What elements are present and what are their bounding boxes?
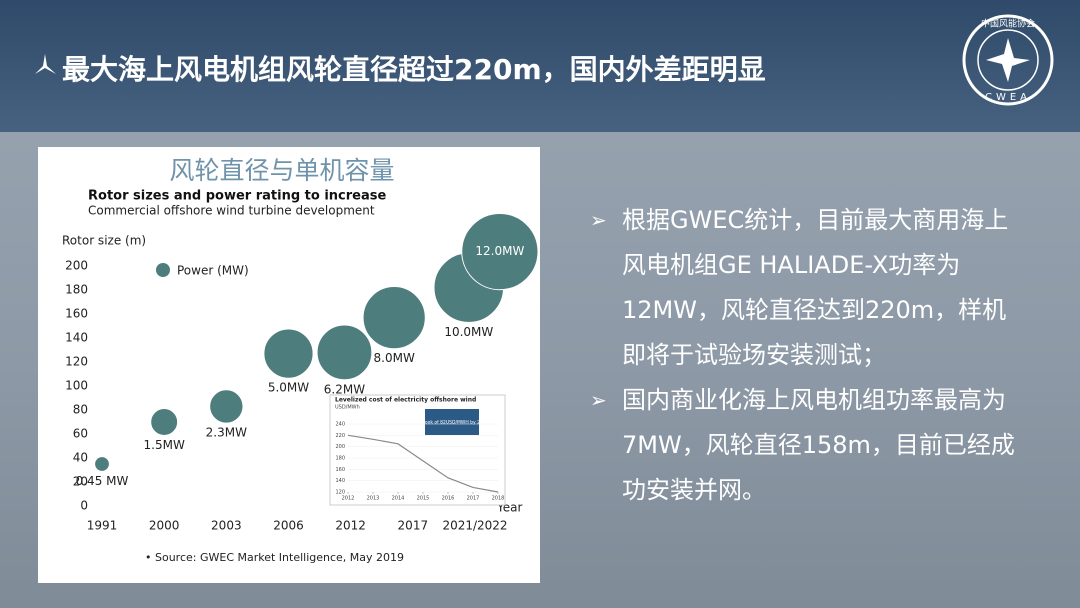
data-label: 2.3MW [206,426,247,440]
bullet: 国内商业化海上风电机组功率最高为7MW，风轮直径158m，目前已经成功安装并网。 [590,378,1025,513]
data-label: 8.0MW [374,351,415,365]
bullet-list: 根据GWEC统计，目前最大商用海上风电机组GE HALIADE-X功率为12MW… [590,198,1025,513]
x-tick-label: 2021/2022 [442,519,507,533]
data-label: 10.0MW [444,325,493,339]
bullet: 根据GWEC统计，目前最大商用海上风电机组GE HALIADE-X功率为12MW… [590,198,1025,378]
x-tick-label: 2003 [211,519,242,533]
data-label: 0.45 MW [76,474,129,488]
inset-x-tick-label: 2018 [492,496,505,502]
inset-y-tick-label: 120 [335,490,345,496]
data-label: 1.5MW [144,438,185,452]
title-bar [0,0,1080,132]
y-tick-label: 40 [73,451,88,465]
x-tick-label: 2000 [149,519,180,533]
x-tick-label: 2017 [398,519,429,533]
inset-y-tick-label: 140 [335,478,345,484]
annotation-box [425,409,479,435]
bubble [316,324,373,381]
legend-marker [156,263,170,277]
logo-en: CWEA [985,92,1031,103]
logo-cn: 中国风能协会 [981,18,1035,30]
inset-title: Levelized cost of electricity offshore w… [335,397,476,404]
y-tick-label: 20 [73,475,88,489]
chart-title: 风轮直径与单机容量 [169,156,394,185]
chart-description: Commercial offshore wind turbine develop… [88,204,375,218]
y-axis-label: Rotor size (m) [62,234,146,248]
inset-x-tick-label: 2013 [367,496,380,502]
data-label: 5.0MW [268,381,309,395]
inset-y-label: USD/MWh [335,405,360,411]
y-tick-label: 180 [65,283,88,297]
inset-x-tick-label: 2012 [342,496,355,502]
bubble [150,408,179,436]
bubble [94,456,110,472]
y-tick-label: 160 [65,307,88,321]
line [347,434,499,493]
bubble [209,389,244,424]
chart-subtitle: Rotor sizes and power rating to increase [88,189,386,204]
inset-y-tick-label: 240 [335,422,345,428]
data-label: 12.0MW [475,244,524,258]
inset-x-tick-label: 2017 [467,496,480,502]
data-label: 6.2MW [324,382,365,396]
bubble [362,285,426,350]
y-tick-label: 100 [65,379,88,393]
x-tick-label: 2012 [335,519,366,533]
inset-y-tick-label: 200 [335,444,345,450]
inset-y-tick-label: 220 [335,433,345,439]
legend-label: Power (MW) [177,264,249,278]
bubble [461,212,539,291]
annotation: Outlook of 82USD/MWH by 2030 [415,420,488,426]
logo: 中国风能协会 CWEA [962,14,1054,106]
source: • Source: GWEC Market Intelligence, May … [145,551,404,564]
y-tick-label: 200 [65,259,88,273]
y-tick-label: 60 [73,427,88,441]
y-tick-label: 120 [65,355,88,369]
chart-panel: 风轮直径与单机容量 Rotor sizes and power rating to… [38,147,540,583]
inset-y-tick-label: 160 [335,467,345,473]
y-tick-label: 0 [80,499,88,513]
inset-x-tick-label: 2016 [442,496,455,502]
bubble [263,328,314,379]
x-tick-label: 1991 [87,519,118,533]
title-icon [35,54,56,74]
inset-y-tick-label: 180 [335,456,345,462]
inset-x-tick-label: 2015 [417,496,430,502]
slide-title: 最大海上风电机组风轮直径超过220m，国内外差距明显 [62,53,766,86]
x-tick-label: 2006 [273,519,304,533]
inset-x-tick-label: 2014 [392,496,405,502]
y-tick-label: 80 [73,403,88,417]
y-tick-label: 140 [65,331,88,345]
